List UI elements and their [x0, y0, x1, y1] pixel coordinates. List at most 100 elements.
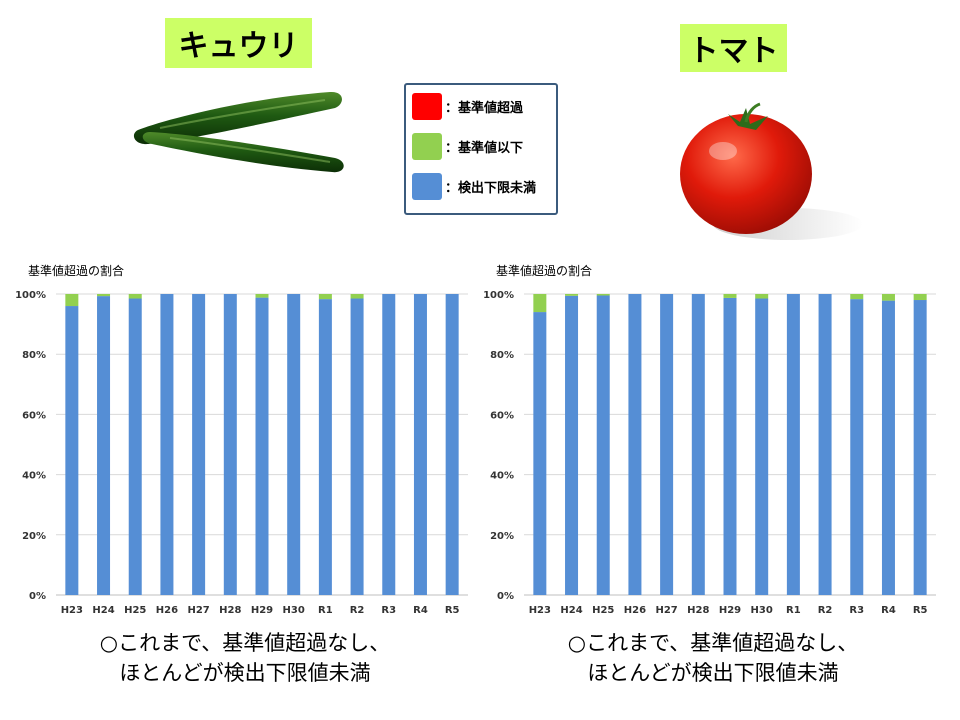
cucumber-caption-line-1: ○これまで、基準値超過なし、	[99, 631, 391, 655]
legend-item-below: ：基準値以下	[412, 133, 523, 160]
cucumber-bar-R2-s0	[350, 298, 364, 595]
cucumber-ytick-label: 20%	[22, 531, 46, 542]
tomato-bar-H30-s1	[755, 294, 769, 299]
cucumber-bar-R1-s1	[318, 294, 332, 300]
legend: ：基準値超過 ：基準値以下 ：検出下限未満	[404, 83, 558, 215]
tomato-bar-H27-s0	[660, 294, 674, 595]
cucumber-bar-R1-s0	[318, 299, 332, 595]
tomato-bar-H23-s1	[533, 294, 547, 313]
tomato-xtick-label: H24	[560, 605, 582, 616]
cucumber-xtick-label: H24	[92, 605, 114, 616]
cucumber-xtick-label: H30	[283, 605, 305, 616]
cucumber-chart: 基準値超過の割合 0% 20% 40% 60% 80% 100% H23 H24 H25 H26 H2…	[15, 263, 468, 616]
tomato-bar-R3-s1	[850, 294, 864, 300]
tomato-ytick-label: 80%	[490, 350, 514, 361]
tomato-xtick-label: H25	[592, 605, 614, 616]
cucumber-bar-H25-s1	[128, 294, 142, 299]
cucumber-bar-H29-s0	[255, 297, 269, 595]
tomato-ytick-label: 40%	[490, 471, 514, 482]
tomato-chart-title: 基準値超過の割合	[496, 263, 592, 278]
tomato-xtick-label: R3	[849, 605, 864, 616]
tomato-xtick-label: H26	[624, 605, 646, 616]
legend-item-exceeded: ：基準値超過	[412, 93, 523, 120]
legend-label-below: ：基準値以下	[445, 141, 524, 156]
cucumber-bar-H28-s0	[223, 294, 237, 595]
cucumber-bar-H24-s0	[97, 296, 111, 595]
cucumber-xtick-label: H29	[251, 605, 273, 616]
tomato-ytick-label: 100%	[483, 290, 514, 301]
cucumber-xtick-label: R4	[413, 605, 428, 616]
tomato-chart: 基準値超過の割合 0% 20% 40% 60% 80% 100% H23 H24 H25 H26 H2…	[483, 263, 936, 616]
cucumber-illustration	[133, 91, 344, 173]
tomato-xtick-label: H28	[687, 605, 709, 616]
tomato-xtick-label: H29	[719, 605, 741, 616]
cucumber-bar-H25-s0	[128, 298, 142, 595]
tomato-bar-R1-s0	[786, 294, 800, 595]
cucumber-xtick-label: R3	[381, 605, 396, 616]
tomato-caption-line-2: ほとんどが検出下限値未満	[587, 661, 839, 685]
cucumber-xtick-label: R5	[445, 605, 460, 616]
tomato-bar-R3-s0	[850, 299, 864, 595]
legend-label-exceeded: ：基準値超過	[445, 101, 524, 116]
cucumber-bar-R2-s1	[350, 294, 364, 299]
cucumber-bar-R4-s0	[413, 294, 427, 595]
tomato-caption-line-1: ○これまで、基準値超過なし、	[567, 631, 859, 655]
cucumber-bar-H26-s0	[160, 294, 174, 595]
cucumber-bar-H27-s0	[192, 294, 206, 595]
cucumber-bar-H30-s0	[287, 294, 301, 595]
tomato-ytick-label: 60%	[490, 410, 514, 421]
cucumber-chart-title: 基準値超過の割合	[28, 263, 124, 278]
tomato-bar-R5-s1	[913, 294, 927, 301]
cucumber-ytick-label: 80%	[22, 350, 46, 361]
cucumber-xtick-label: H23	[61, 605, 83, 616]
tomato-bar-R5-s0	[913, 300, 927, 595]
cucumber-caption: ○これまで、基準値超過なし、 ほとんどが検出下限値未満	[40, 628, 450, 688]
tomato-ytick-label: 20%	[490, 531, 514, 542]
legend-label-undetected: ：検出下限未満	[445, 181, 537, 196]
cucumber-bar-R5-s0	[445, 294, 459, 595]
tomato-xtick-label: R2	[818, 605, 833, 616]
tomato-ytick-label: 0%	[497, 591, 514, 602]
cucumber-ytick-label: 0%	[29, 591, 46, 602]
cucumber-xtick-label: R1	[318, 605, 333, 616]
tomato-bar-H29-s0	[723, 297, 737, 595]
cucumber-bar-H29-s1	[255, 294, 269, 298]
cucumber-xtick-label: H26	[156, 605, 178, 616]
tomato-bar-H28-s0	[691, 294, 705, 595]
tomato-xtick-label: R4	[881, 605, 896, 616]
tomato-illustration	[680, 102, 863, 240]
tomato-bar-R4-s0	[881, 300, 895, 595]
tomato-xtick-label: H27	[655, 605, 677, 616]
cucumber-xtick-label: H28	[219, 605, 241, 616]
tomato-bar-H24-s0	[565, 295, 579, 595]
legend-swatch-undetected	[412, 173, 442, 200]
cucumber-ytick-label: 100%	[15, 290, 46, 301]
cucumber-title: キュウリ	[165, 18, 312, 68]
cucumber-ytick-label: 60%	[22, 410, 46, 421]
tomato-bar-H26-s0	[628, 294, 642, 595]
tomato-bar-R2-s0	[818, 294, 832, 595]
tomato-xtick-label: R5	[913, 605, 928, 616]
legend-swatch-exceeded	[412, 93, 442, 120]
tomato-xtick-label: H23	[529, 605, 551, 616]
tomato-bar-H23-s0	[533, 312, 547, 595]
cucumber-xtick-label: H25	[124, 605, 146, 616]
tomato-bar-H25-s0	[596, 295, 610, 595]
cucumber-bar-H23-s1	[65, 294, 79, 307]
tomato-caption: ○これまで、基準値超過なし、 ほとんどが検出下限値未満	[508, 628, 918, 688]
tomato-title: トマト	[680, 24, 787, 72]
tomato-bar-H30-s0	[755, 298, 769, 595]
tomato-xtick-label: R1	[786, 605, 801, 616]
cucumber-bar-R3-s0	[382, 294, 396, 595]
legend-swatch-below	[412, 133, 442, 160]
cucumber-ytick-label: 40%	[22, 471, 46, 482]
tomato-bar-H25-s1	[596, 294, 610, 296]
tomato-bar-R4-s1	[881, 294, 895, 301]
tomato-bar-H24-s1	[565, 294, 579, 296]
tomato-bar-H29-s1	[723, 294, 737, 298]
legend-item-undetected: ：検出下限未満	[412, 173, 536, 200]
tomato-xtick-label: H30	[751, 605, 773, 616]
cucumber-bar-H23-s0	[65, 306, 79, 595]
cucumber-xtick-label: H27	[187, 605, 209, 616]
cucumber-bar-H24-s1	[97, 294, 111, 297]
